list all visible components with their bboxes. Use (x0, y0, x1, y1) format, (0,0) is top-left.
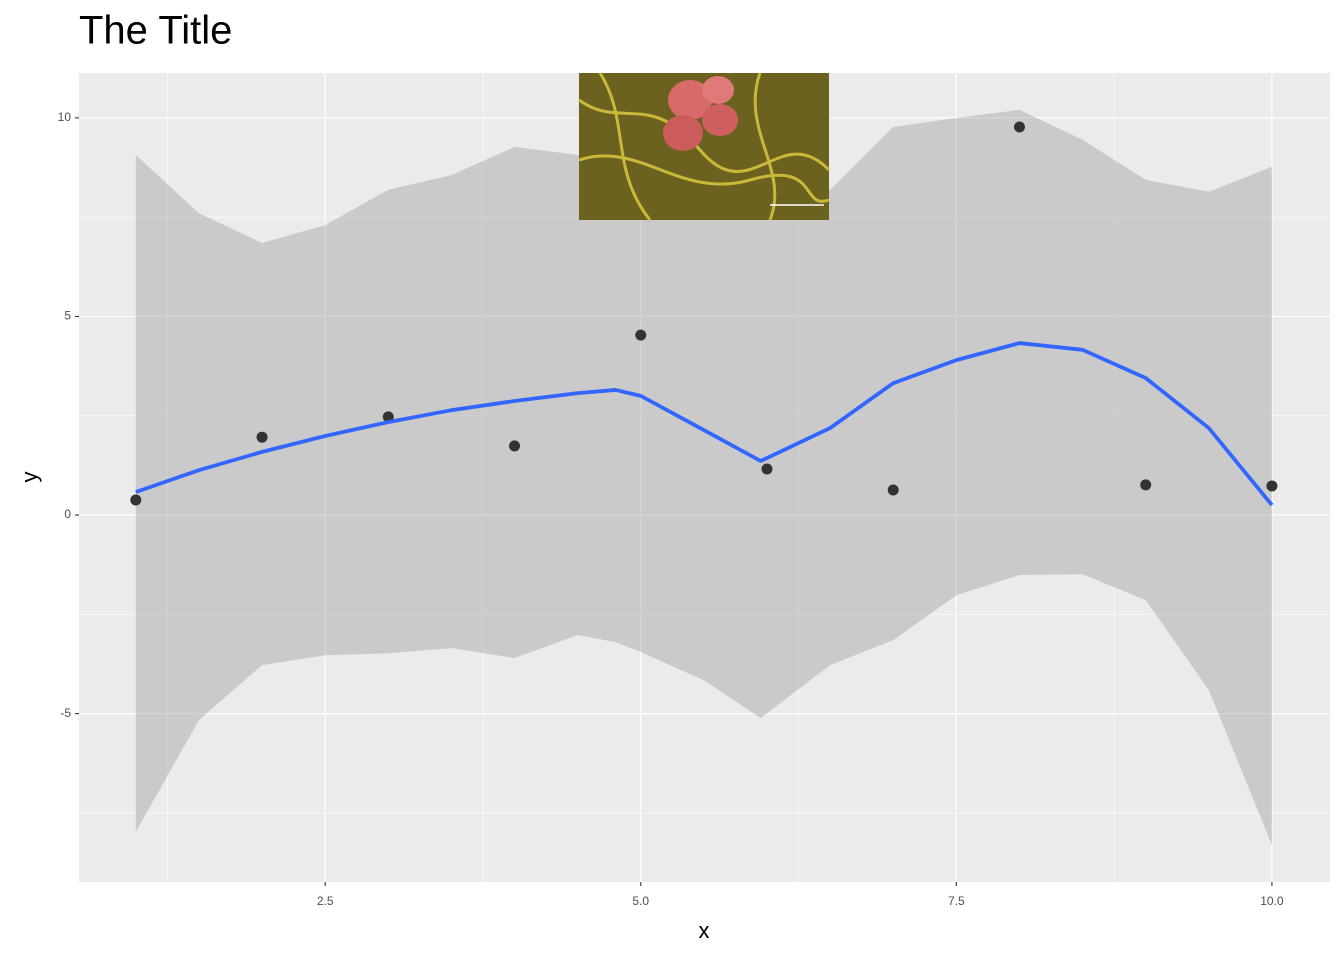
y-tick-label: -5 (60, 706, 71, 720)
x-tick-label: 7.5 (948, 894, 965, 908)
x-tick-label: 5.0 (632, 894, 649, 908)
confidence-band (135, 109, 1272, 846)
x-axis-title: x (699, 918, 710, 943)
point (1013, 121, 1025, 133)
point (256, 431, 268, 443)
point (130, 494, 142, 506)
chart-title: The Title (79, 9, 232, 53)
x-tick-label: 10.0 (1260, 894, 1284, 908)
y-tick-label: 10 (58, 110, 72, 124)
inset-image (578, 72, 831, 221)
point (1140, 479, 1152, 491)
y-tick-label: 0 (64, 507, 71, 521)
image-cell (702, 76, 734, 104)
x-tick-label: 2.5 (317, 894, 334, 908)
y-axis-title: y (17, 472, 42, 483)
image-cell (668, 80, 712, 120)
smooth-line (135, 341, 1274, 507)
point (1266, 480, 1278, 492)
image-cell (702, 104, 738, 136)
image-cell (663, 115, 703, 151)
point (887, 484, 899, 496)
image-fibers (578, 72, 831, 221)
point (761, 463, 773, 475)
point (635, 329, 647, 341)
y-tick-label: 5 (64, 309, 71, 323)
point (509, 440, 521, 452)
